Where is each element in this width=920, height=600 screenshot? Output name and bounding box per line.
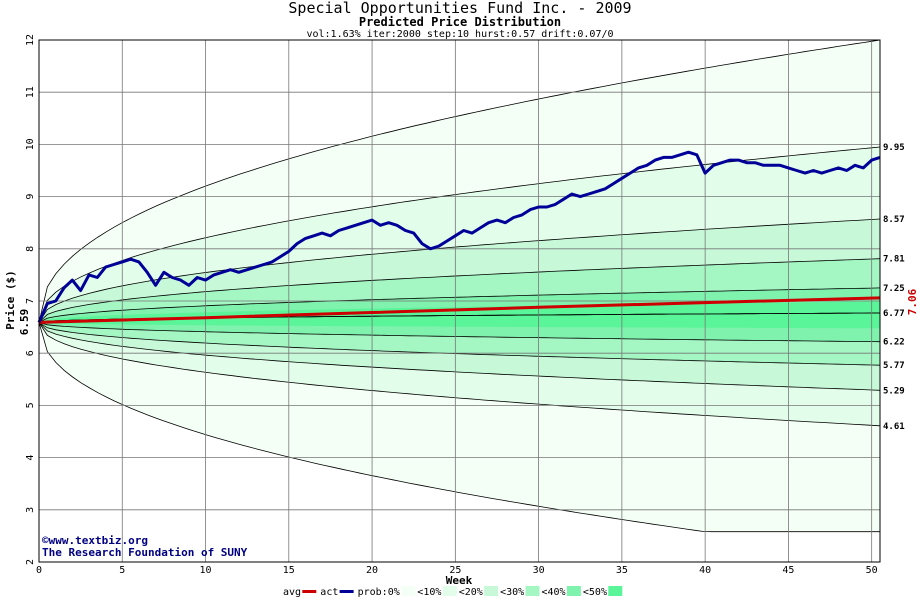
legend-label: <10%: [417, 587, 441, 598]
y-tick-label: 9: [25, 194, 36, 200]
x-tick-label: 40: [699, 565, 711, 576]
y-axis-title: Price ($): [4, 270, 17, 330]
credit-website: ©www.textbiz.org: [42, 534, 148, 547]
legend-swatch-box: [401, 586, 416, 596]
band-end-label: 8.57: [883, 215, 905, 225]
band-line-2-1: [38, 322, 881, 391]
legend-swatch-box: [566, 586, 581, 596]
band-5: [39, 301, 880, 329]
credit-organization: The Research Foundation of SUNY: [42, 546, 248, 559]
y-tick-label: 12: [25, 34, 36, 46]
legend-swatch-box: [525, 586, 540, 596]
legend-swatch-box: [442, 586, 457, 596]
act-line: [37, 150, 881, 324]
chart-subtitle: Predicted Price Distribution: [359, 15, 561, 29]
x-tick-label: 20: [366, 565, 378, 576]
legend-label: <30%: [500, 587, 524, 598]
band-line-2-0: [38, 218, 881, 323]
x-tick-label: 30: [533, 565, 545, 576]
simulation-params: vol:1.63% iter:2000 step:10 hurst:0.57 d…: [306, 29, 613, 40]
y-tick-label: 11: [25, 86, 36, 98]
x-axis-title: Week: [446, 574, 473, 587]
band-line-3-1: [38, 322, 881, 366]
x-tick-label: 45: [782, 565, 794, 576]
band-line-0-1: [38, 322, 880, 533]
band-line-3-0: [38, 258, 881, 323]
y-tick-label: 10: [25, 138, 36, 150]
x-tick-label: 35: [616, 565, 628, 576]
y-tick-label: 7: [25, 298, 36, 304]
legend-label: <40%: [542, 587, 566, 598]
y-tick-label: 4: [25, 455, 36, 461]
legend-swatch-line: [302, 590, 317, 593]
end-value-label: 7.06: [906, 288, 919, 315]
y-tick-label: 3: [25, 507, 36, 513]
legend-label: <20%: [459, 587, 483, 598]
y-tick-label: 5: [25, 402, 36, 408]
x-tick-label: 15: [283, 565, 295, 576]
band-line-4-1: [38, 322, 881, 343]
band-end-label: 5.29: [883, 386, 905, 396]
band-end-label: 5.77: [883, 361, 905, 371]
legend: avg act prob:0% <10% <20% <30% <40% <50%: [283, 586, 623, 598]
chart-title: Special Opportunities Fund Inc. - 2009: [288, 0, 631, 17]
y-tick-label: 2: [25, 559, 36, 565]
x-tick-label: 10: [200, 565, 212, 576]
grid-lines: [38, 39, 880, 563]
x-tick-label: 0: [36, 565, 42, 576]
band-end-label: 4.61: [883, 422, 905, 432]
avg-line: [38, 296, 881, 324]
band-end-label: 9.95: [883, 143, 905, 153]
start-value-label: 6.59: [18, 309, 31, 336]
series-lines: [37, 150, 881, 324]
probability-bands: [39, 40, 880, 532]
legend-label: <50%: [583, 587, 607, 598]
band-end-label: 6.77: [883, 309, 905, 319]
legend-swatch-line: [339, 590, 354, 593]
band-line-4-0: [38, 287, 881, 323]
x-tick-label: 5: [119, 565, 125, 576]
y-tick-label: 6: [25, 350, 36, 356]
band-end-label: 6.22: [883, 338, 905, 348]
legend-label: avg: [283, 587, 301, 598]
band-end-labels: 9.95 8.57 7.81 7.25 6.77 6.22 5.77 5.29 4.61: [883, 143, 905, 432]
legend-label: act: [320, 587, 338, 598]
band-end-label: 7.25: [883, 284, 905, 294]
band-line-1-1: [38, 322, 881, 427]
x-tick-label: 25: [449, 565, 461, 576]
legend-label: prob:0%: [358, 587, 400, 598]
band-end-label: 7.81: [883, 255, 905, 265]
plot-border: [38, 39, 881, 563]
y-tick-label: 8: [25, 246, 36, 252]
x-tick-label: 50: [866, 565, 878, 576]
legend-swatch-box: [608, 586, 623, 596]
legend-swatch-box: [484, 586, 499, 596]
